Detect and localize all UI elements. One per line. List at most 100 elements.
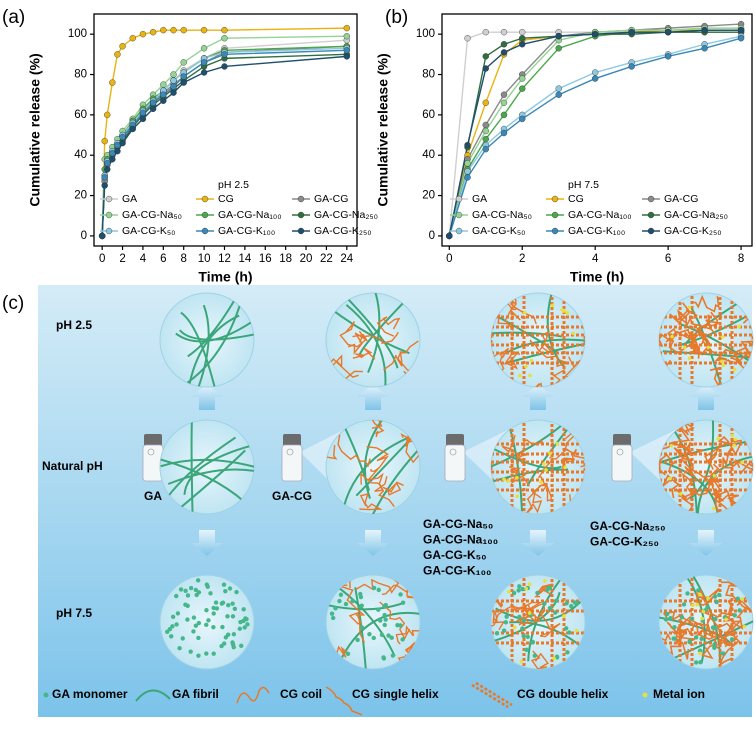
data-point — [519, 41, 526, 48]
sample-label: GA-CG-Na₁₀₀ — [423, 533, 498, 547]
plot-frame — [93, 13, 358, 247]
metal-ion — [565, 311, 570, 315]
x-tick-label: 8 — [181, 253, 187, 265]
legend-marker — [297, 195, 305, 203]
cg-double-helix — [659, 460, 753, 474]
legend-marker — [201, 211, 209, 219]
ga-monomer — [359, 625, 365, 630]
ga-monomer — [568, 603, 574, 609]
metal-ion — [695, 602, 699, 607]
data-point — [200, 59, 208, 66]
cg-coil — [355, 577, 400, 594]
metal-ion — [522, 310, 527, 315]
cg-coil — [337, 434, 371, 468]
ga-monomer — [712, 594, 718, 599]
cg-double-helix — [510, 420, 526, 514]
ga-monomer — [338, 592, 344, 597]
data-point — [519, 115, 526, 123]
metal-ion — [721, 363, 726, 368]
data-point — [482, 28, 489, 36]
data-point — [119, 43, 126, 50]
x-tick-label: 0 — [99, 253, 105, 265]
cg-coil — [359, 493, 383, 511]
panel-label: (c) — [2, 293, 24, 314]
ga-fibril — [345, 304, 387, 387]
vial-body — [611, 444, 633, 482]
y-tick-label: 100 — [68, 28, 87, 40]
ga-monomer — [553, 610, 558, 615]
data-point — [519, 28, 526, 36]
vial-cap — [446, 434, 464, 446]
data-point — [343, 24, 351, 32]
ga-monomer — [737, 608, 742, 613]
legend-marker — [105, 211, 113, 219]
data-point — [101, 137, 108, 145]
data-point — [149, 105, 157, 113]
metal-ion — [507, 589, 511, 594]
cg-coil — [533, 368, 566, 387]
series-line — [448, 29, 742, 237]
cg-double-helix — [550, 293, 566, 387]
metal-ion — [720, 335, 725, 339]
data-point — [343, 47, 351, 54]
cg-coil — [531, 460, 553, 499]
x-tick-label: 2 — [519, 253, 525, 265]
cg-coil — [659, 623, 672, 642]
data-point — [464, 141, 471, 149]
data-point — [555, 91, 562, 98]
legend-label: GA-CG-K₁₀₀ — [568, 225, 625, 237]
ga-monomer — [664, 611, 670, 617]
ga-monomer — [371, 585, 377, 591]
cg-coil — [508, 465, 531, 487]
y-tick-label: 100 — [416, 28, 435, 40]
schematic-legend-item: CG double helix — [471, 681, 609, 709]
metal-ion — [742, 624, 747, 629]
ga-fibril — [681, 575, 706, 664]
ga-monomer — [238, 619, 243, 625]
ga-fibril — [175, 310, 254, 343]
micro-content — [165, 578, 250, 658]
metal-ion — [724, 617, 728, 622]
cg-coil — [666, 621, 702, 635]
ga-fibril — [367, 445, 420, 514]
ga-fibril — [164, 436, 237, 501]
x-tick-label: 12 — [218, 253, 231, 265]
cg-coil — [711, 486, 724, 514]
cg-double-helix — [718, 293, 734, 387]
data-point — [500, 41, 508, 48]
y-tick-label: 80 — [74, 69, 87, 81]
ga-monomer — [219, 601, 225, 606]
ga-monomer — [668, 615, 673, 621]
data-point — [343, 53, 351, 60]
cg-coil — [738, 328, 753, 363]
ga-monomer — [565, 650, 570, 655]
x-tick-label: 24 — [340, 253, 353, 265]
ga-monomer — [376, 587, 381, 593]
legend-marker — [201, 227, 209, 235]
series-line — [448, 29, 742, 237]
cg-coil — [503, 349, 521, 370]
ga-monomer — [211, 624, 216, 630]
legend-label: GA-CG-Na₁₀₀ — [568, 209, 632, 221]
metal-ion — [548, 451, 552, 456]
ga-monomer — [371, 635, 376, 641]
ga-monomer — [193, 587, 199, 593]
ga-monomer — [729, 637, 735, 642]
data-point — [170, 26, 177, 34]
x-tick-label: 16 — [259, 253, 272, 265]
x-tick-label: 10 — [198, 253, 211, 265]
y-tick-label: 40 — [74, 149, 87, 161]
ga-monomer — [174, 593, 179, 599]
ga-monomer — [245, 622, 250, 627]
metal-ion — [669, 443, 674, 448]
vial-body — [281, 444, 303, 482]
ga-monomer — [521, 633, 526, 639]
cg-coil — [326, 370, 363, 387]
micro-content — [659, 420, 753, 514]
x-tick-label: 0 — [446, 253, 452, 265]
data-point — [180, 73, 187, 80]
data-point — [464, 35, 471, 42]
metal-ion — [527, 582, 532, 587]
ga-monomer — [241, 607, 246, 612]
cg-coil — [695, 618, 720, 649]
